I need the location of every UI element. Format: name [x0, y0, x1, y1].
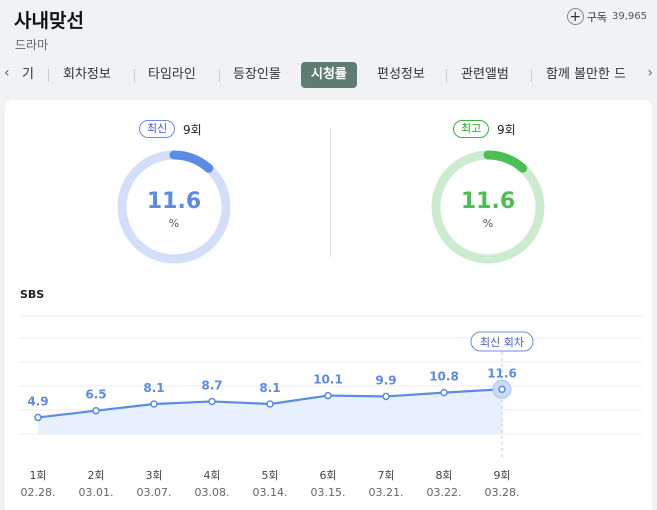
tab-divider	[134, 69, 135, 82]
program-genre: 드라마	[15, 38, 49, 52]
tab-episode-info[interactable]: 회차정보	[63, 67, 111, 82]
latest-badge: 최신	[139, 120, 176, 138]
tab-recommendations[interactable]: 함께 볼만한 드	[546, 67, 627, 82]
latest-episode: 9회	[183, 123, 202, 137]
data-point	[150, 400, 158, 408]
data-point	[266, 400, 274, 408]
x-tick-label: 6회	[319, 469, 336, 482]
data-label: 8.7	[201, 378, 222, 392]
highest-rating-value: 11.6	[460, 189, 516, 214]
highest-badge: 최고	[453, 120, 490, 138]
card-divider	[330, 128, 331, 258]
x-date-label: 03.08.	[195, 486, 230, 499]
x-tick-label: 8회	[435, 469, 452, 482]
x-tick-label: 7회	[377, 469, 394, 482]
highest-rating-unit: %	[482, 217, 494, 230]
latest-episode-callout	[470, 331, 534, 352]
tab-schedule[interactable]: 편성정보	[377, 67, 425, 82]
x-tick-label: 9회	[493, 469, 510, 482]
plus-icon: +	[566, 8, 584, 25]
x-date-label: 03.21.	[369, 486, 404, 499]
data-label: 11.6	[487, 366, 517, 380]
tab-divider	[446, 69, 447, 82]
program-header: 사내맞선 드라마 + 구독 39,965	[0, 0, 657, 58]
subscriber-count: 39,965	[612, 11, 647, 22]
tab-divider	[219, 69, 220, 82]
data-label: 10.8	[429, 370, 459, 384]
subscribe-button[interactable]: + 구독 39,965	[566, 8, 647, 25]
data-label: 10.1	[313, 373, 343, 387]
latest-donut-arc	[117, 150, 231, 264]
tab-partial[interactable]: 기	[22, 67, 34, 82]
tab-album[interactable]: 관련앨범	[461, 67, 509, 82]
latest-rating-value: 11.6	[146, 189, 202, 214]
x-date-label: 03.15.	[311, 486, 346, 499]
x-date-label: 03.07.	[137, 486, 172, 499]
latest-rating-unit: %	[168, 217, 180, 230]
data-point	[208, 397, 216, 406]
data-label: 6.5	[85, 388, 106, 402]
data-label: 4.9	[27, 394, 48, 408]
tab-cast[interactable]: 등장인물	[233, 67, 281, 82]
tab-bar: ‹ 기 회차정보 타임라인 등장인물 시청률 편성정보 관련앨범 함께 볼만한 …	[0, 60, 657, 90]
highest-rating-donut	[431, 150, 545, 264]
x-date-label: 03.22.	[427, 486, 462, 499]
data-label: 8.1	[143, 381, 164, 395]
data-point	[440, 388, 448, 397]
subscribe-label: 구독	[586, 10, 607, 24]
tab-divider	[48, 69, 49, 82]
data-label: 8.1	[259, 381, 280, 395]
area-fill	[38, 389, 502, 434]
highest-donut-arc	[431, 150, 545, 264]
x-date-label: 03.28.	[485, 486, 520, 499]
x-tick-label: 3회	[145, 469, 162, 482]
data-point	[498, 385, 506, 394]
chevron-left-icon[interactable]: ‹	[4, 65, 10, 81]
latest-rating-donut	[117, 150, 231, 264]
data-point	[34, 413, 42, 422]
data-point	[324, 391, 332, 400]
network-label: SBS	[20, 288, 45, 301]
program-title: 사내맞선	[14, 10, 84, 32]
x-tick-label: 1회	[29, 469, 46, 482]
x-tick-label: 5회	[261, 469, 278, 482]
chevron-right-icon[interactable]: ›	[647, 65, 653, 81]
latest-episode-callout-label: 최신 회차	[480, 336, 524, 349]
x-tick-label: 2회	[87, 469, 104, 482]
tab-timeline[interactable]: 타임라인	[148, 67, 196, 82]
x-date-label: 02.28.	[21, 486, 56, 499]
ratings-card	[5, 100, 652, 510]
data-label: 9.9	[375, 373, 396, 387]
highest-episode: 9회	[497, 123, 516, 137]
tab-divider	[531, 69, 532, 82]
data-point	[92, 406, 100, 415]
tab-ratings[interactable]: 시청률	[301, 62, 357, 88]
x-tick-label: 4회	[203, 469, 220, 482]
x-date-label: 03.14.	[253, 486, 288, 499]
x-date-label: 03.01.	[79, 486, 114, 499]
data-point	[382, 392, 390, 401]
